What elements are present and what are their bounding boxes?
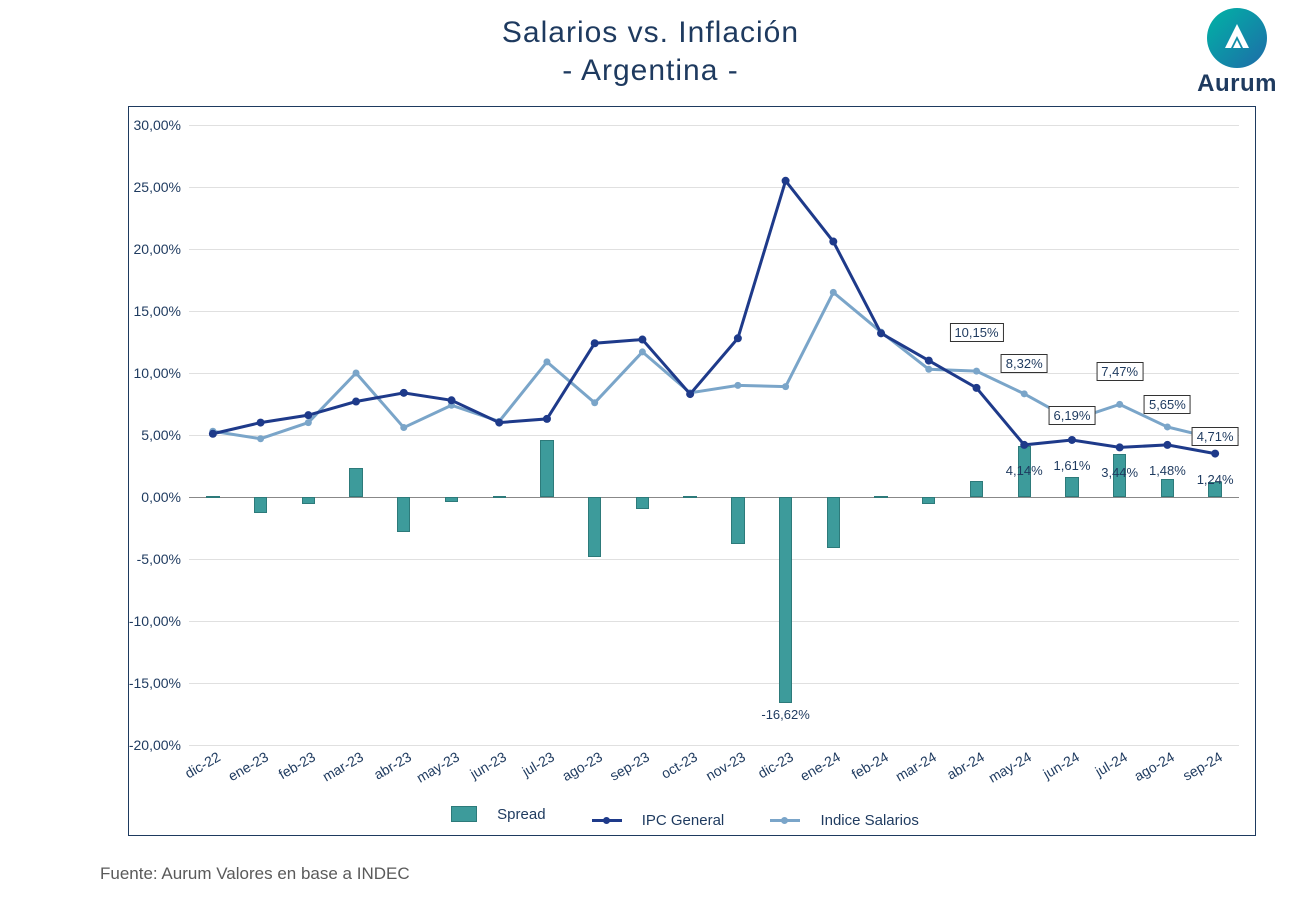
brand-logo: Aurum xyxy=(1197,8,1277,98)
plot-area: -20,00%-15,00%-10,00%-5,00%0,00%5,00%10,… xyxy=(189,125,1239,745)
data-label: 1,48% xyxy=(1149,463,1186,478)
y-tick-label: 30,00% xyxy=(134,117,189,133)
x-tick-label: ago-24 xyxy=(1132,748,1178,784)
data-label: 1,61% xyxy=(1054,458,1091,473)
chart-subtitle: - Argentina - xyxy=(0,54,1301,88)
data-label-box: 8,32% xyxy=(1001,354,1048,373)
brand-name: Aurum xyxy=(1197,70,1277,98)
y-tick-label: 15,00% xyxy=(134,303,189,319)
data-label-box: 4,71% xyxy=(1192,427,1239,446)
brand-icon xyxy=(1207,8,1267,68)
x-tick-label: mar-23 xyxy=(320,748,366,784)
data-label-box: 6,19% xyxy=(1049,406,1096,425)
y-tick-label: 0,00% xyxy=(141,489,189,505)
legend-spread: Spread xyxy=(451,806,559,823)
y-tick-label: -5,00% xyxy=(137,551,189,567)
legend-ipc: IPC General xyxy=(592,812,739,829)
data-label: 4,14% xyxy=(1006,463,1043,478)
x-tick-label: may-24 xyxy=(986,748,1034,785)
x-tick-label: oct-23 xyxy=(658,748,700,781)
chart-frame: -20,00% -15,00% -10,00% -5,00% 0,00% 5,00% 10,… xyxy=(128,106,1256,836)
x-tick-label: mar-24 xyxy=(892,748,938,784)
legend: Spread IPC General Indice Salarios xyxy=(129,806,1255,830)
x-tick-label: nov-23 xyxy=(703,748,748,783)
y-tick-label: 25,00% xyxy=(134,179,189,195)
x-tick-label: jul-23 xyxy=(519,748,557,779)
x-tick-label: ene-23 xyxy=(225,748,271,784)
y-tick-label: 20,00% xyxy=(134,241,189,257)
x-tick-label: abr-23 xyxy=(371,748,414,782)
data-label: -16,62% xyxy=(761,707,809,722)
x-tick-label: feb-23 xyxy=(276,748,318,782)
x-tick-label: ago-23 xyxy=(559,748,605,784)
y-tick-label: 10,00% xyxy=(134,365,189,381)
source-footer: Fuente: Aurum Valores en base a INDEC xyxy=(100,864,410,884)
x-tick-label: ene-24 xyxy=(798,748,844,784)
y-tick-label: 5,00% xyxy=(141,427,189,443)
x-tick-label: jul-24 xyxy=(1092,748,1130,779)
data-label-box: 5,65% xyxy=(1144,395,1191,414)
data-label-box: 10,15% xyxy=(949,323,1003,342)
y-tick-label: -20,00% xyxy=(129,737,189,753)
x-tick-label: abr-24 xyxy=(943,748,986,782)
data-label: 1,24% xyxy=(1197,472,1234,487)
x-tick-label: dic-23 xyxy=(755,748,796,781)
x-tick-label: may-23 xyxy=(413,748,461,785)
x-tick-label: sep-23 xyxy=(607,748,652,783)
x-tick-label: sep-24 xyxy=(1180,748,1225,783)
data-label-box: 7,47% xyxy=(1096,362,1143,381)
x-tick-label: jun-23 xyxy=(468,748,510,781)
x-tick-label: feb-24 xyxy=(849,748,891,782)
x-tick-label: jun-24 xyxy=(1040,748,1082,781)
y-tick-label: -15,00% xyxy=(129,675,189,691)
data-label: 3,44% xyxy=(1101,465,1138,480)
y-tick-label: -10,00% xyxy=(129,613,189,629)
x-tick-label: dic-22 xyxy=(182,748,223,781)
legend-salarios: Indice Salarios xyxy=(770,812,932,829)
chart-title: Salarios vs. Inflación xyxy=(0,16,1301,50)
page: Salarios vs. Inflación - Argentina - Aur… xyxy=(0,0,1301,911)
